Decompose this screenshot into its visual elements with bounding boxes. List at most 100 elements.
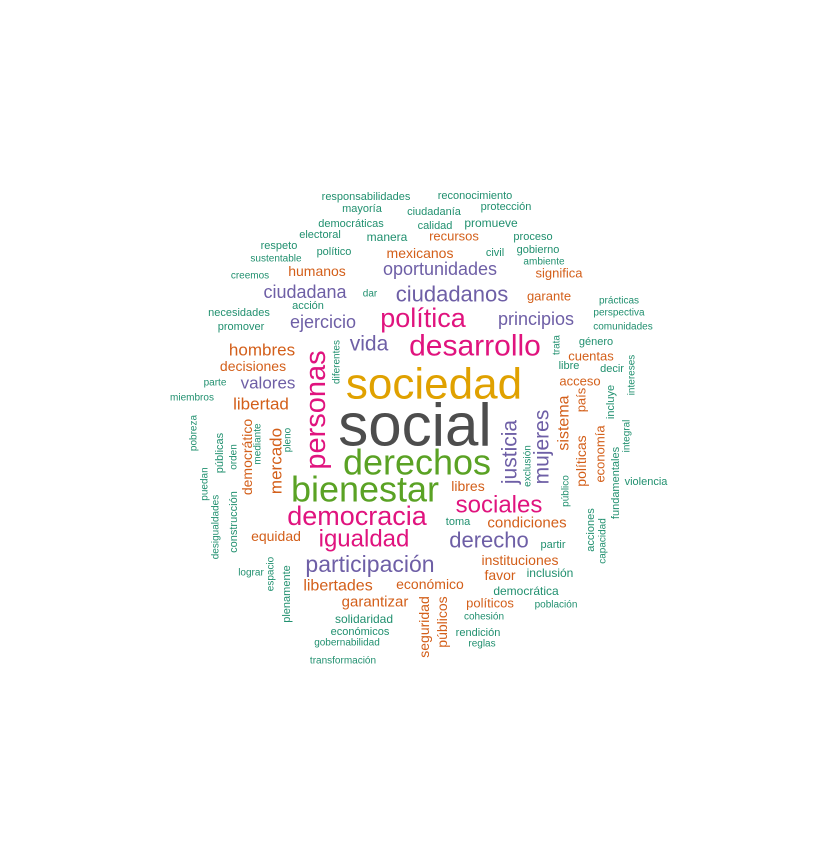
word-igualdad: igualdad — [319, 526, 410, 553]
word-trata: trata — [552, 335, 563, 355]
word-politica: política — [380, 303, 467, 333]
word-democracia: democracia — [287, 501, 428, 531]
word-ambiente: ambiente — [523, 257, 565, 268]
word-humanos: humanos — [288, 263, 346, 279]
word-poblacion: población — [535, 600, 578, 611]
word-capacidad: capacidad — [598, 518, 609, 564]
word-ejercicio: ejercicio — [290, 312, 356, 332]
word-pais: país — [574, 387, 589, 412]
word-reglas: reglas — [468, 639, 495, 650]
word-cohesion: cohesión — [464, 612, 504, 623]
word-gobierno: gobierno — [517, 244, 560, 256]
word-libre: libre — [559, 360, 580, 372]
word-economico: económico — [396, 576, 464, 592]
word-calidad: calidad — [418, 220, 453, 232]
word-favor: favor — [484, 567, 515, 583]
word-rendicion: rendición — [456, 627, 501, 639]
word-mujeres: mujeres — [531, 410, 554, 485]
word-economicos: económicos — [331, 626, 390, 638]
word-significa: significa — [536, 266, 584, 281]
word-democratica: democrática — [493, 584, 559, 598]
word-mediante: mediante — [253, 423, 264, 465]
word-miembros: miembros — [170, 393, 214, 404]
word-espacio: espacio — [266, 556, 277, 591]
word-publicos: públicos — [434, 596, 450, 647]
word-cuentas: cuentas — [568, 349, 614, 364]
word-integral: integral — [622, 420, 633, 453]
word-social: social — [338, 392, 491, 459]
word-decisiones: decisiones — [220, 358, 286, 374]
word-desigualdades: desigualdades — [211, 495, 222, 560]
word-perspectiva: perspectiva — [593, 308, 645, 319]
word-fundamentales: fundamentales — [610, 446, 622, 519]
word-ciudadanos: ciudadanos — [396, 282, 509, 307]
word-sustentable: sustentable — [250, 254, 302, 265]
word-seguridad: seguridad — [416, 596, 432, 658]
word-promueve: promueve — [464, 216, 518, 230]
word-desarrollo: desarrollo — [409, 330, 541, 363]
word-intereses: intereses — [627, 355, 638, 396]
word-garantizar: garantizar — [342, 594, 409, 611]
word-sociedad: sociedad — [346, 360, 522, 409]
word-responsabilidades: responsabilidades — [322, 191, 411, 203]
word-instituciones: instituciones — [481, 552, 558, 568]
word-practicas: prácticas — [599, 296, 639, 307]
word-plenamente: plenamente — [281, 565, 293, 623]
word-solidaridad: solidaridad — [335, 612, 393, 626]
word-garante: garante — [527, 289, 571, 304]
word-pleno: pleno — [283, 427, 294, 452]
word-parte: parte — [204, 378, 227, 389]
word-libres: libres — [451, 478, 484, 494]
word-justicia: justicia — [499, 420, 522, 486]
word-toma: toma — [446, 516, 471, 528]
word-comunidades: comunidades — [593, 322, 652, 333]
word-mercado: mercado — [267, 428, 286, 494]
word-libertad: libertad — [233, 395, 289, 414]
word-valores: valores — [241, 374, 296, 393]
word-sociales: sociales — [456, 492, 543, 519]
word-incluye: incluye — [605, 385, 617, 419]
word-acceso: acceso — [559, 374, 600, 389]
word-condiciones: condiciones — [487, 515, 566, 532]
word-lograr: lograr — [238, 568, 264, 579]
word-construccion: construcción — [228, 491, 240, 553]
word-pobreza: pobreza — [189, 414, 200, 451]
word-genero: género — [579, 336, 613, 348]
word-exclusion: exclusión — [523, 445, 534, 487]
word-derecho: derecho — [449, 528, 529, 553]
word-politicas: políticas — [573, 435, 589, 486]
word-publicas: públicas — [214, 432, 226, 473]
word-puedan: puedan — [200, 467, 211, 500]
word-acciones: acciones — [585, 508, 597, 552]
word-recursos: recursos — [429, 229, 479, 244]
word-electoral: electoral — [299, 229, 341, 241]
word-ciudadania: ciudadanía — [407, 206, 462, 218]
word-diferentes: diferentes — [332, 340, 343, 384]
word-vida: vida — [350, 333, 389, 356]
word-accion: acción — [292, 300, 324, 312]
word-economia: economía — [593, 425, 608, 483]
word-promover: promover — [218, 321, 265, 333]
word-publico: público — [561, 475, 572, 507]
word-personas: personas — [300, 350, 332, 469]
word-mayoria: mayoría — [342, 203, 383, 215]
word-ciudadana: ciudadana — [263, 282, 347, 302]
word-bienestar: bienestar — [291, 469, 439, 510]
word-partir: partir — [540, 539, 565, 551]
word-reconocimiento: reconocimiento — [438, 190, 513, 202]
word-hombres: hombres — [229, 341, 295, 360]
word-civil: civil — [486, 247, 504, 259]
word-equidad: equidad — [251, 528, 301, 544]
word-creemos: creemos — [231, 271, 269, 282]
word-manera: manera — [367, 230, 408, 244]
word-sistema: sistema — [556, 395, 573, 450]
word-dar: dar — [363, 289, 378, 300]
word-derechos: derechos — [343, 442, 491, 483]
word-violencia: violencia — [625, 476, 669, 488]
word-oportunidades: oportunidades — [383, 259, 497, 279]
word-transformacion: transformación — [310, 656, 376, 667]
word-proceso: proceso — [513, 231, 552, 243]
word-libertades: libertades — [303, 578, 372, 595]
word-democratico: democrático — [239, 419, 255, 495]
